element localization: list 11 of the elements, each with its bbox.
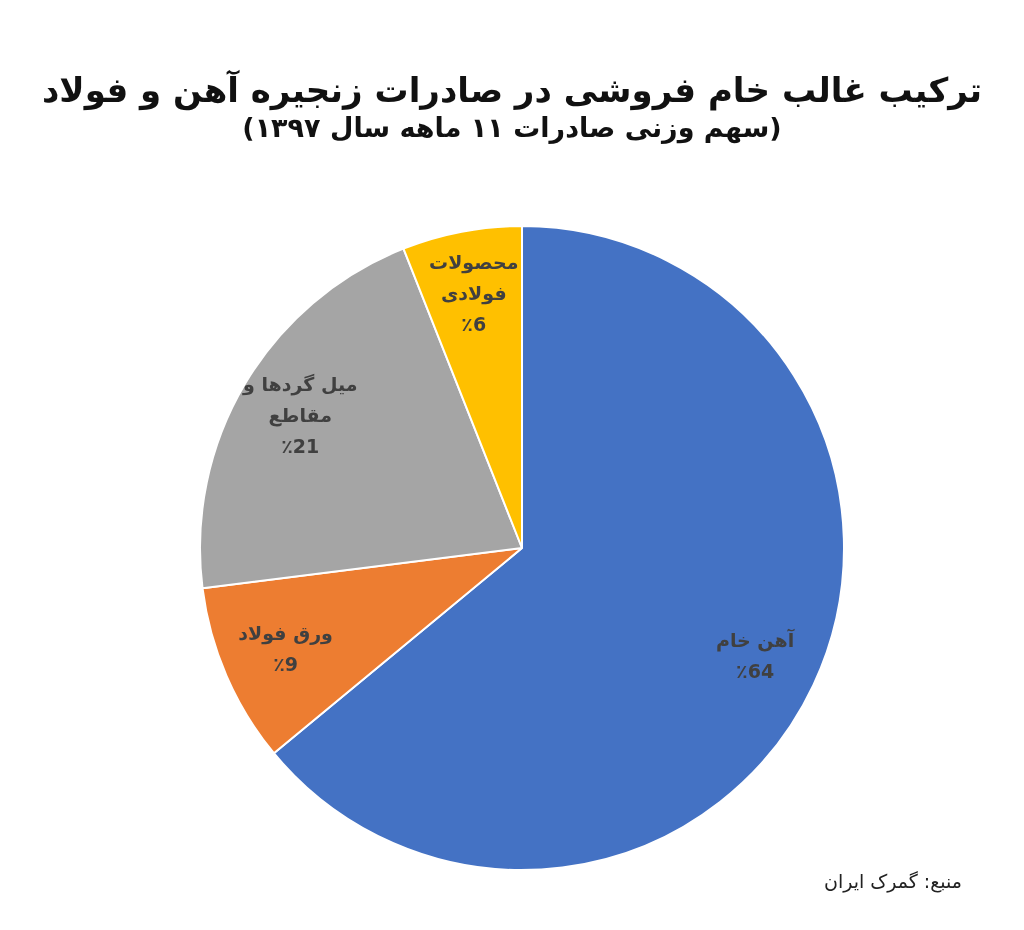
text: منبع: گمرک ایران <box>823 870 962 892</box>
slice-label: محصولات فولادی <box>429 250 519 305</box>
data-label: ٪6 <box>461 312 487 335</box>
data-label: ٪9 <box>273 652 298 675</box>
data-label: ٪64 <box>736 660 775 683</box>
slice-label: ورق فولاد <box>238 621 333 645</box>
data-label: ٪21 <box>281 434 320 457</box>
chart-title: ترکیب غالب خام فروشی در صادرات زنجیره آهن و فولاد <box>40 70 984 110</box>
chart-subtitle: (سهم وزنی صادرات ۱۱ ماهه سال ۱۳۹۷) <box>241 112 783 143</box>
slice-label: آهن خام <box>716 628 795 653</box>
slice-label: میل گردها و مقاطع <box>242 372 358 427</box>
